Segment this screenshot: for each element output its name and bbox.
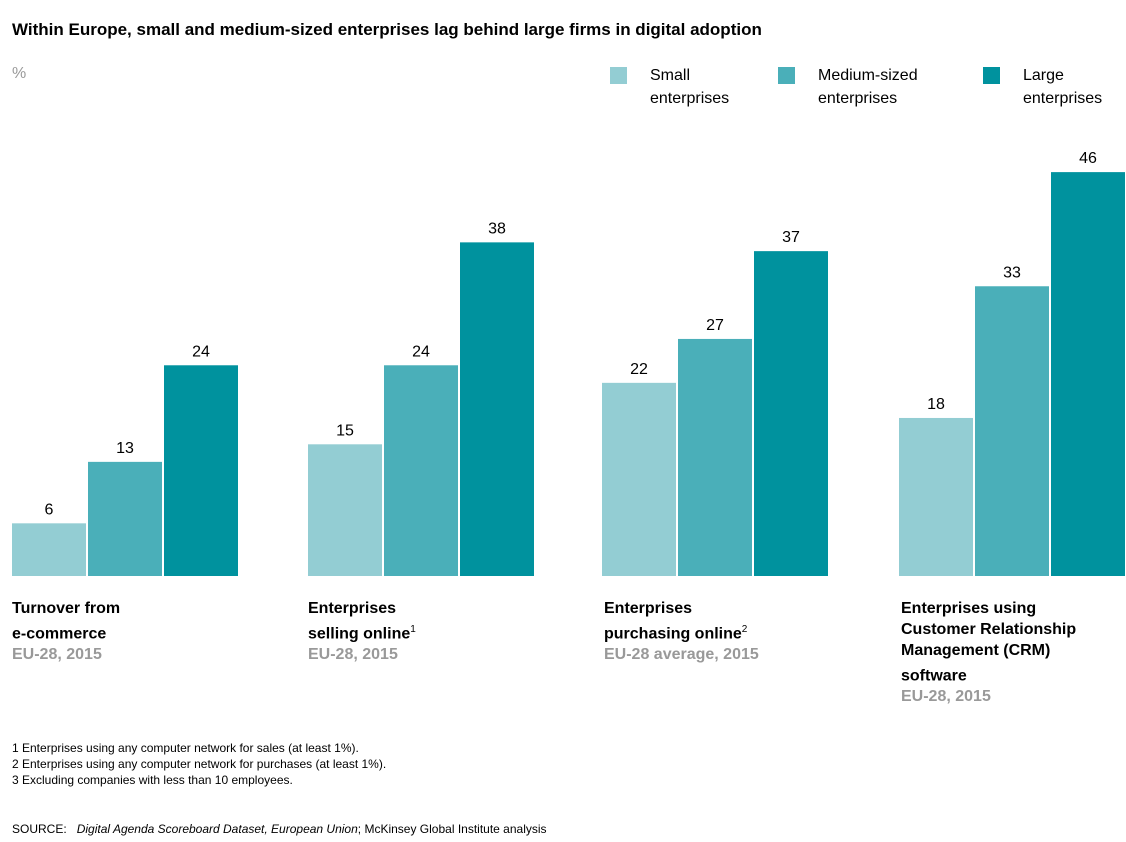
source-rest: ; McKinsey Global Institute analysis: [357, 822, 547, 836]
unit-label: %: [12, 65, 27, 82]
category-sub-4: EU-28, 2015: [901, 688, 991, 706]
footnote-1: 1 Enterprises using any computer network…: [12, 741, 359, 755]
bar-value-large-4: 46: [1079, 150, 1097, 167]
category-label-3: Enterprises purchasing online2 EU-28 ave…: [604, 598, 834, 665]
legend-swatch-large: [983, 67, 1000, 84]
bar-medium-2: [384, 365, 458, 576]
category-sub-1: EU-28, 2015: [12, 646, 102, 664]
bar-large-4: [1051, 172, 1125, 576]
category-footnote-2: 1: [410, 624, 416, 635]
category-name-2: Enterprises selling online: [308, 600, 411, 643]
legend-swatch-medium: [778, 67, 795, 84]
bar-value-small-4: 18: [927, 396, 945, 413]
bar-small-1: [12, 523, 86, 576]
footnote-2: 2 Enterprises using any computer network…: [12, 757, 387, 771]
bar-small-3: [602, 382, 676, 576]
bar-value-medium-1: 13: [116, 440, 134, 457]
bar-large-2: [460, 242, 534, 577]
bar-value-medium-4: 33: [1003, 264, 1021, 281]
category-name-1: Turnover from e-commerce: [12, 600, 121, 643]
bar-medium-4: [975, 286, 1049, 576]
category-label-1: Turnover from e-commerce EU-28, 2015: [12, 598, 242, 665]
category-sub-3: EU-28 average, 2015: [604, 646, 759, 664]
category-footnote-3: 2: [741, 624, 748, 635]
category-name-4: Enterprises using Customer Relationship …: [901, 600, 1077, 685]
legend-label-medium: Medium-sized enterprises: [818, 67, 918, 107]
bar-value-small-3: 22: [630, 361, 648, 378]
chart-title: Within Europe, small and medium-sized en…: [12, 20, 762, 39]
bar-value-small-1: 6: [45, 501, 54, 518]
source-prefix: SOURCE:: [12, 822, 67, 836]
bar-medium-3: [678, 338, 752, 576]
legend-label-small: Small enterprises: [650, 67, 730, 107]
bar-large-3: [754, 251, 828, 576]
bar-value-medium-2: 24: [412, 343, 430, 360]
category-sub-2: EU-28, 2015: [308, 646, 398, 664]
footnote-3: 3 Excluding companies with less than 10 …: [12, 773, 293, 787]
bar-value-small-2: 15: [336, 422, 354, 439]
source-italic: Digital Agenda Scoreboard Dataset, Europ…: [76, 822, 358, 836]
legend-label-large: Large enterprises: [1023, 67, 1103, 107]
footnotes: 1 Enterprises using any computer network…: [12, 740, 386, 788]
bar-value-large-1: 24: [192, 343, 210, 360]
bar-small-2: [308, 444, 382, 576]
legend-swatch-small: [610, 67, 627, 84]
bar-large-1: [164, 365, 238, 576]
bar-value-large-3: 37: [782, 229, 800, 246]
bar-chart: 6 15 22 18 13 24 27 33 24 38 37 46: [12, 150, 1125, 577]
source-note: SOURCE: Digital Agenda Scoreboard Datase…: [12, 822, 547, 836]
category-label-2: Enterprises selling online1 EU-28, 2015: [308, 598, 538, 665]
category-label-4: Enterprises using Customer Relationship …: [901, 598, 1126, 707]
bar-medium-1: [88, 461, 162, 576]
bar-small-4: [899, 417, 973, 576]
bar-value-large-2: 38: [488, 220, 506, 237]
bar-value-medium-3: 27: [706, 317, 724, 334]
category-name-3: Enterprises purchasing online: [604, 600, 742, 643]
